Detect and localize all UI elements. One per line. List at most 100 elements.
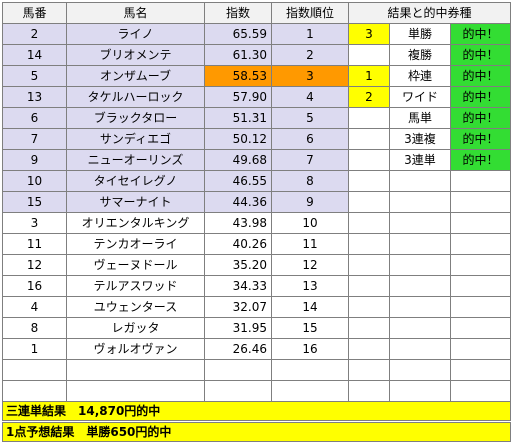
umaban-cell: 13 <box>2 86 67 108</box>
index-cell: 26.46 <box>204 338 272 360</box>
ticket-type-cell: 3連単 <box>389 149 451 171</box>
ticket-type-cell: 枠連 <box>389 65 451 87</box>
empty-cell <box>348 191 390 213</box>
index-cell: 44.36 <box>204 191 272 213</box>
table-row <box>2 380 511 402</box>
empty-cell <box>450 338 511 360</box>
empty-cell <box>389 233 451 255</box>
empty-cell <box>2 359 67 381</box>
rank-cell: 14 <box>271 296 349 318</box>
place-cell: 2 <box>348 86 390 108</box>
empty-cell <box>389 359 451 381</box>
ticket-type-cell: 複勝 <box>389 44 451 66</box>
horse-name-cell: ブラックタロー <box>66 107 205 129</box>
rank-cell: 5 <box>271 107 349 129</box>
empty-cell <box>389 275 451 297</box>
table-row: 16 テルアスワッド 34.33 13 <box>2 275 511 297</box>
empty-cell <box>389 296 451 318</box>
rank-cell: 12 <box>271 254 349 276</box>
place-cell: 3 <box>348 23 390 45</box>
umaban-cell: 9 <box>2 149 67 171</box>
table-row: 14 ブリオメンテ 61.30 2 複勝 的中！ <box>2 44 511 66</box>
horse-name-cell: タイセイレグノ <box>66 170 205 192</box>
rank-cell: 8 <box>271 170 349 192</box>
empty-cell <box>450 317 511 339</box>
ticket-type-cell: 3連複 <box>389 128 451 150</box>
table-row: 1 ヴォルオヴァン 26.46 16 <box>2 338 511 360</box>
horse-name-cell: ヴェーヌドール <box>66 254 205 276</box>
table-row: 4 ユウェンタース 32.07 14 <box>2 296 511 318</box>
hit-cell: 的中！ <box>450 107 511 129</box>
empty-cell <box>348 212 390 234</box>
place-cell <box>348 107 390 129</box>
empty-cell <box>271 359 349 381</box>
table-row: 8 レガッタ 31.95 15 <box>2 317 511 339</box>
horse-name-cell: ユウェンタース <box>66 296 205 318</box>
umaban-cell: 16 <box>2 275 67 297</box>
place-cell: 1 <box>348 65 390 87</box>
index-cell: 46.55 <box>204 170 272 192</box>
hit-cell: 的中！ <box>450 23 511 45</box>
horse-name-cell: ライノ <box>66 23 205 45</box>
table-row: 7 サンディエゴ 50.12 6 3連複 的中！ <box>2 128 511 150</box>
rank-cell: 16 <box>271 338 349 360</box>
trifecta-result-banner: 三連単結果 14,870円的中 <box>2 401 511 421</box>
header-index: 指数 <box>204 2 272 24</box>
table-row: 6 ブラックタロー 51.31 5 馬単 的中！ <box>2 107 511 129</box>
index-cell: 49.68 <box>204 149 272 171</box>
place-cell <box>348 149 390 171</box>
horse-name-cell: ニューオーリンズ <box>66 149 205 171</box>
index-cell: 32.07 <box>204 296 272 318</box>
horse-name-cell: オンザムーブ <box>66 65 205 87</box>
rank-cell: 4 <box>271 86 349 108</box>
umaban-cell: 3 <box>2 212 67 234</box>
table-row: 13 タケルハーロック 57.90 4 2 ワイド 的中！ <box>2 86 511 108</box>
empty-cell <box>450 233 511 255</box>
umaban-cell: 10 <box>2 170 67 192</box>
empty-cell <box>450 359 511 381</box>
horse-name-cell: レガッタ <box>66 317 205 339</box>
index-cell: 65.59 <box>204 23 272 45</box>
rank-cell: 7 <box>271 149 349 171</box>
umaban-cell: 12 <box>2 254 67 276</box>
ticket-type-cell: 単勝 <box>389 23 451 45</box>
table-row: 2 ライノ 65.59 1 3 単勝 的中！ <box>2 23 511 45</box>
index-cell: 34.33 <box>204 275 272 297</box>
table-row: 9 ニューオーリンズ 49.68 7 3連単 的中！ <box>2 149 511 171</box>
race-index-table: 馬番 馬名 指数 指数順位 結果と的中券種 2 ライノ 65.59 1 3 単勝 的中！ 14… <box>2 2 511 402</box>
empty-cell <box>348 275 390 297</box>
rank-cell: 15 <box>271 317 349 339</box>
hit-cell: 的中！ <box>450 86 511 108</box>
index-cell: 51.31 <box>204 107 272 129</box>
hit-cell: 的中！ <box>450 128 511 150</box>
horse-name-cell: ブリオメンテ <box>66 44 205 66</box>
rank-cell: 13 <box>271 275 349 297</box>
place-cell <box>348 44 390 66</box>
rank-cell: 9 <box>271 191 349 213</box>
hit-cell: 的中！ <box>450 65 511 87</box>
header-rank: 指数順位 <box>271 2 349 24</box>
index-cell: 43.98 <box>204 212 272 234</box>
empty-cell <box>348 170 390 192</box>
empty-cell <box>389 338 451 360</box>
header-result: 結果と的中券種 <box>348 2 511 24</box>
umaban-cell: 2 <box>2 23 67 45</box>
empty-cell <box>66 380 205 402</box>
empty-cell <box>348 254 390 276</box>
index-cell: 61.30 <box>204 44 272 66</box>
empty-cell <box>348 380 390 402</box>
empty-cell <box>204 359 272 381</box>
empty-cell <box>389 254 451 276</box>
rank-cell: 6 <box>271 128 349 150</box>
rank-cell: 10 <box>271 212 349 234</box>
rank-cell: 1 <box>271 23 349 45</box>
empty-cell <box>389 317 451 339</box>
empty-cell <box>450 191 511 213</box>
header-umaban: 馬番 <box>2 2 67 24</box>
header-row: 馬番 馬名 指数 指数順位 結果と的中券種 <box>2 2 511 24</box>
empty-cell <box>389 212 451 234</box>
index-cell: 57.90 <box>204 86 272 108</box>
table-row: 11 テンカオーライ 40.26 11 <box>2 233 511 255</box>
empty-cell <box>348 233 390 255</box>
umaban-cell: 7 <box>2 128 67 150</box>
